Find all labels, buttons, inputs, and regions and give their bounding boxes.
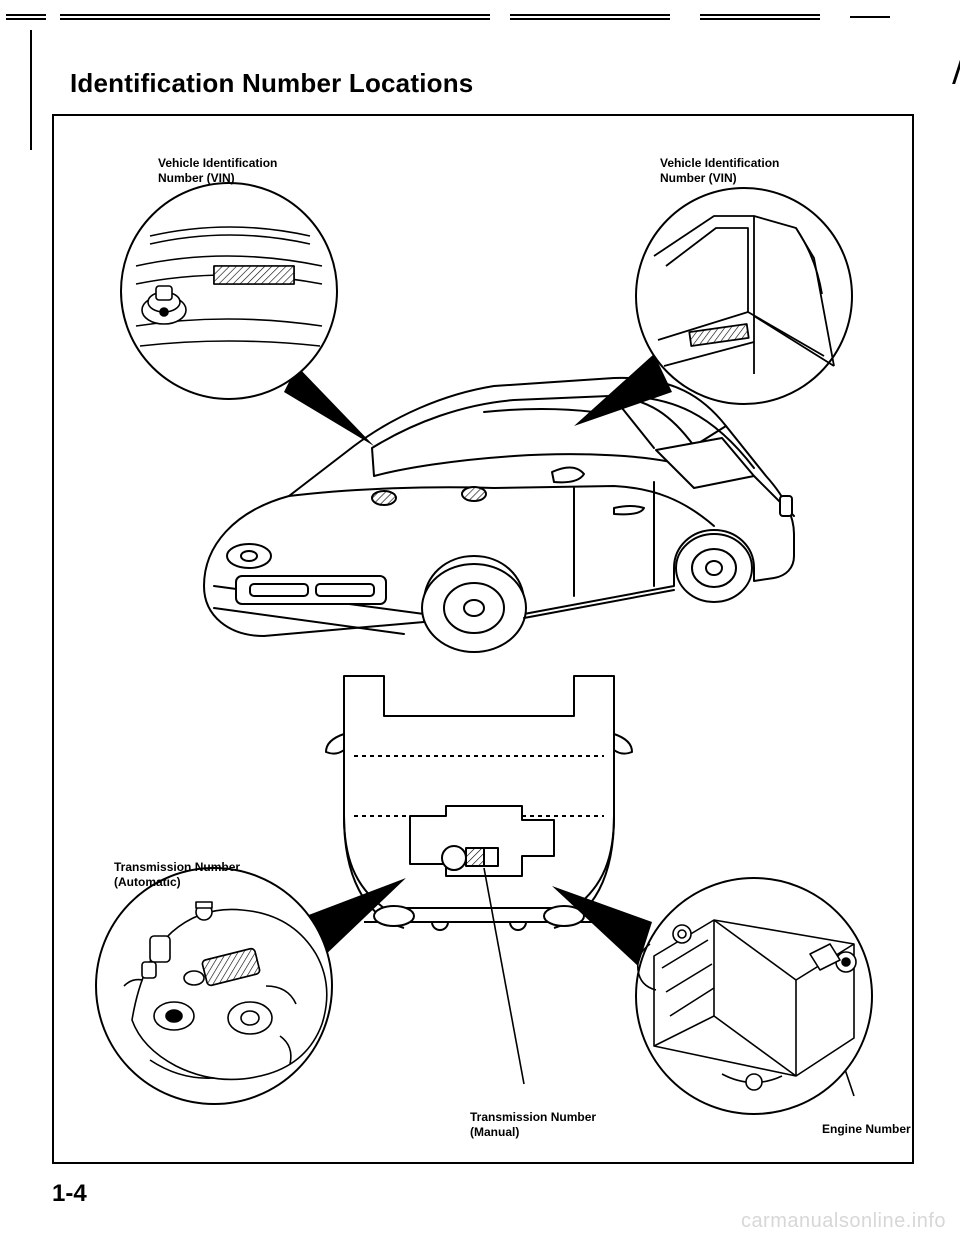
label-vin-right: Vehicle Identification Number (VIN) xyxy=(660,156,779,186)
top-rule xyxy=(0,14,960,22)
page-number: 1-4 xyxy=(52,1180,87,1208)
detail-vin-left xyxy=(121,183,337,399)
car-perspective xyxy=(204,378,794,652)
detail-vin-right xyxy=(636,188,852,404)
watermark: carmanualsonline.info xyxy=(741,1210,946,1233)
label-vin-left: Vehicle Identification Number (VIN) xyxy=(158,156,277,186)
edge-tick xyxy=(956,60,960,84)
diagram-frame xyxy=(52,114,914,1164)
label-trans-auto: Transmission Number (Automatic) xyxy=(114,860,240,890)
detail-trans-auto xyxy=(96,868,332,1104)
label-trans-manual: Transmission Number (Manual) xyxy=(470,1110,596,1140)
page-title: Identification Number Locations xyxy=(70,68,473,99)
label-engine: Engine Number xyxy=(822,1122,911,1137)
left-rule xyxy=(30,30,32,150)
diagram-svg xyxy=(54,116,916,1166)
